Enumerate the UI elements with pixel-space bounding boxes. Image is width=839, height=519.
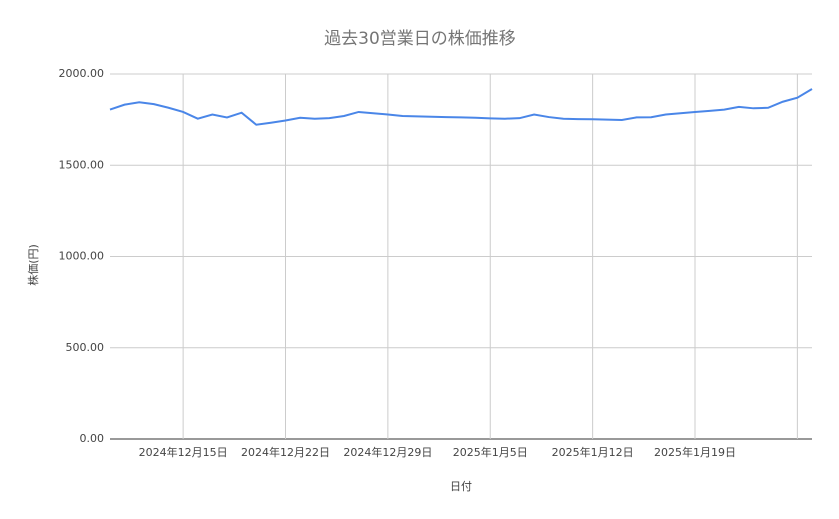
- y-tick-label: 0.00: [80, 432, 105, 445]
- x-tick-label: 2025年1月5日: [453, 445, 528, 459]
- chart-title: 過去30営業日の株価推移: [324, 29, 516, 49]
- line: [109, 88, 813, 126]
- y-axis-label: 株価(円): [26, 244, 40, 286]
- x-axis-label: 日付: [450, 480, 472, 493]
- x-tick-label: 2024年12月15日: [139, 445, 228, 459]
- y-tick-label: 1500.00: [59, 158, 105, 171]
- x-tick-label: 2024年12月22日: [241, 445, 330, 459]
- x-tick-label: 2024年12月29日: [343, 445, 432, 459]
- x-tick-label: 2025年1月19日: [654, 445, 736, 459]
- y-tick-label: 2000.00: [59, 67, 105, 80]
- y-tick-label: 500.00: [66, 341, 105, 354]
- x-tick-label: 2025年1月12日: [552, 445, 634, 459]
- y-tick-label: 1000.00: [59, 250, 105, 263]
